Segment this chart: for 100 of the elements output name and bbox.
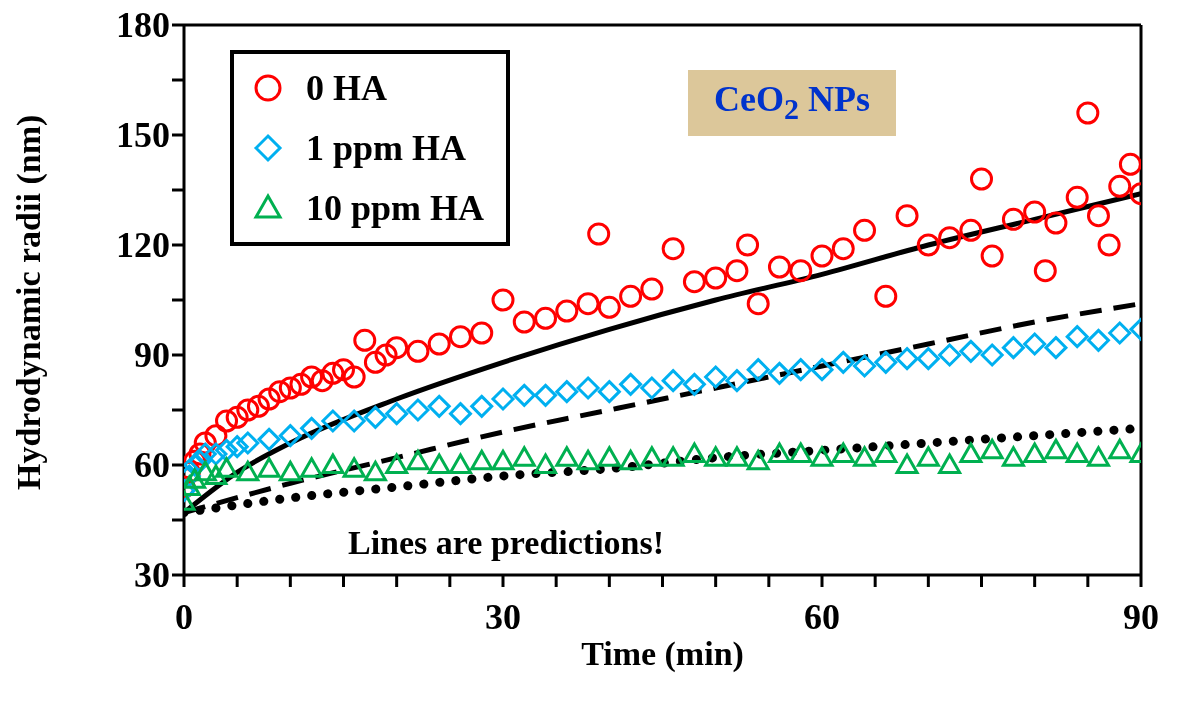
y-tick-label: 120 bbox=[116, 225, 170, 265]
point bbox=[278, 424, 302, 448]
point bbox=[831, 442, 855, 463]
point bbox=[789, 358, 813, 382]
point bbox=[576, 376, 600, 400]
point bbox=[321, 409, 345, 433]
point bbox=[916, 446, 940, 467]
point bbox=[406, 449, 430, 471]
y-tick-label: 150 bbox=[116, 115, 170, 155]
point bbox=[257, 427, 281, 451]
y-tick-label: 90 bbox=[134, 335, 170, 375]
point bbox=[746, 449, 770, 471]
y-axis-title: Hydrodynamic radii (nm) bbox=[10, 114, 49, 490]
point bbox=[512, 446, 536, 467]
point bbox=[704, 365, 728, 389]
legend-label: 10 ppm HA bbox=[306, 187, 485, 229]
point bbox=[725, 446, 749, 467]
point bbox=[831, 350, 855, 374]
point bbox=[385, 453, 409, 474]
point bbox=[321, 453, 345, 474]
point bbox=[278, 460, 302, 482]
point bbox=[363, 460, 387, 482]
point bbox=[576, 449, 600, 471]
point bbox=[406, 398, 430, 422]
point bbox=[640, 446, 664, 467]
point bbox=[640, 376, 664, 400]
legend-label: 1 ppm HA bbox=[306, 127, 467, 169]
point bbox=[938, 343, 962, 367]
point bbox=[1023, 442, 1047, 463]
point bbox=[938, 453, 962, 474]
point bbox=[1001, 446, 1025, 467]
point bbox=[597, 446, 621, 467]
point bbox=[597, 380, 621, 404]
point bbox=[300, 416, 324, 440]
point bbox=[682, 372, 706, 396]
point bbox=[619, 449, 643, 471]
x-tick-label: 90 bbox=[1123, 597, 1159, 637]
point bbox=[895, 453, 919, 474]
legend-label: 0 HA bbox=[306, 67, 387, 109]
point bbox=[746, 358, 770, 382]
point bbox=[342, 457, 366, 478]
point bbox=[895, 347, 919, 371]
point bbox=[682, 442, 706, 463]
y-tick-label: 180 bbox=[116, 5, 170, 45]
point bbox=[959, 442, 983, 463]
point bbox=[204, 442, 228, 466]
point bbox=[385, 402, 409, 426]
point bbox=[448, 453, 472, 474]
annotation: CeO$_{2}$ NPs bbox=[688, 70, 896, 137]
point bbox=[225, 435, 249, 459]
point bbox=[810, 446, 834, 467]
point bbox=[1086, 446, 1110, 467]
point bbox=[236, 460, 260, 482]
point bbox=[874, 350, 898, 374]
point bbox=[1023, 332, 1047, 356]
point bbox=[342, 409, 366, 433]
x-tick-label: 0 bbox=[175, 597, 193, 637]
point bbox=[427, 394, 451, 418]
point bbox=[916, 347, 940, 371]
point bbox=[491, 449, 515, 471]
point bbox=[980, 343, 1004, 367]
point bbox=[704, 446, 728, 467]
y-tick-label: 30 bbox=[134, 555, 170, 595]
y-tick-label: 60 bbox=[134, 445, 170, 485]
point bbox=[215, 457, 239, 478]
point bbox=[236, 431, 260, 455]
point bbox=[1086, 328, 1110, 352]
point bbox=[767, 442, 791, 463]
point bbox=[1065, 442, 1089, 463]
point bbox=[363, 405, 387, 429]
point bbox=[725, 369, 749, 393]
point bbox=[661, 446, 685, 467]
point bbox=[534, 453, 558, 474]
point bbox=[215, 438, 239, 462]
point bbox=[491, 387, 515, 411]
point bbox=[853, 354, 877, 378]
point bbox=[470, 449, 494, 471]
point bbox=[619, 372, 643, 396]
point bbox=[1108, 438, 1132, 460]
point bbox=[767, 361, 791, 385]
point bbox=[1001, 336, 1025, 360]
point bbox=[448, 402, 472, 426]
point bbox=[1108, 321, 1132, 345]
point bbox=[980, 438, 1004, 460]
point bbox=[534, 383, 558, 407]
x-tick-label: 60 bbox=[804, 597, 840, 637]
point bbox=[1065, 325, 1089, 349]
point bbox=[470, 394, 494, 418]
x-axis-title: Time (min) bbox=[581, 635, 744, 673]
point bbox=[204, 464, 228, 485]
point bbox=[1044, 336, 1068, 360]
point bbox=[193, 460, 217, 482]
x-tick-label: 30 bbox=[485, 597, 521, 637]
point bbox=[257, 457, 281, 478]
point bbox=[810, 358, 834, 382]
point bbox=[789, 442, 813, 463]
point bbox=[874, 442, 898, 463]
annotation: Lines are predictions! bbox=[348, 524, 665, 562]
point bbox=[512, 383, 536, 407]
point bbox=[853, 446, 877, 467]
